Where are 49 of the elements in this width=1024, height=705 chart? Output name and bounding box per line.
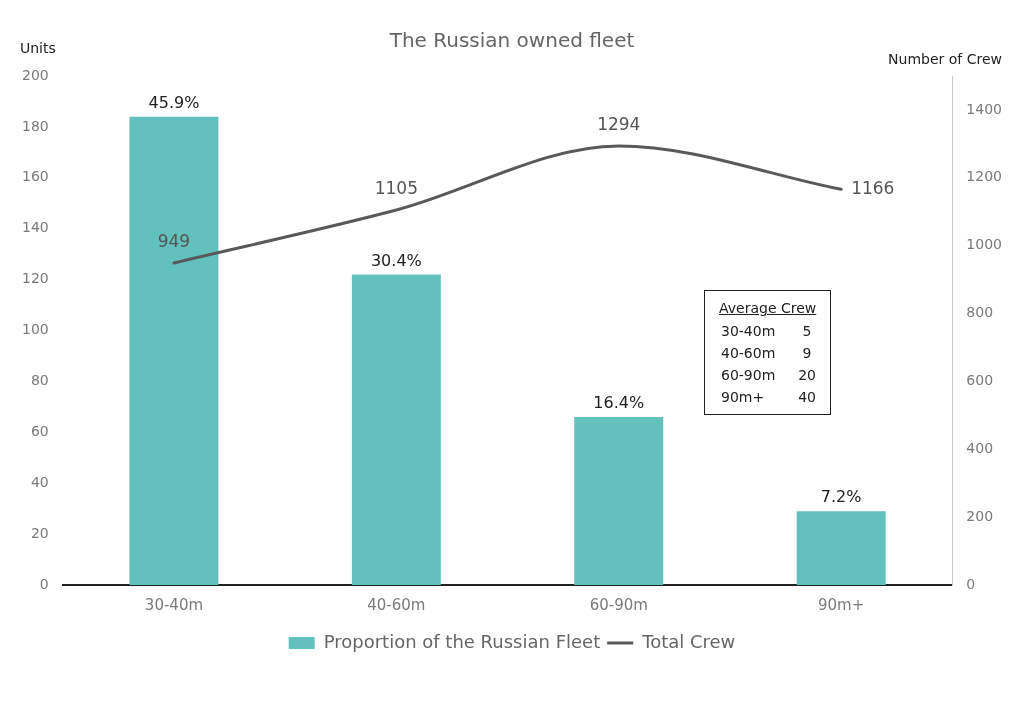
annotation: 9 xyxy=(801,344,813,363)
annotation: 5 xyxy=(801,322,813,341)
annotation: 16.4% xyxy=(593,393,645,413)
annotation: 90m+ xyxy=(720,388,766,407)
bar xyxy=(129,116,219,585)
data-label: 1166 xyxy=(851,177,895,198)
x-tick-label: 60-90m xyxy=(589,595,648,614)
y-tick-label: 80 xyxy=(30,372,49,389)
y-tick-label: 40 xyxy=(30,473,49,490)
y2-tick-label: 1200 xyxy=(966,168,1003,185)
legend-label: Proportion of the Russian Fleet xyxy=(323,630,601,652)
data-label: 1294 xyxy=(597,113,641,134)
x-tick-label: 90m+ xyxy=(818,595,865,614)
annotation: 45.9% xyxy=(148,92,200,112)
y2-tick-label: 1400 xyxy=(966,100,1003,117)
annotation: 30-40m xyxy=(720,322,776,341)
annotation: 60-90m xyxy=(720,366,776,385)
y2-tick-label: 600 xyxy=(966,372,994,389)
chart-title: The Russian owned fleet xyxy=(388,28,635,53)
annotation: 7.2% xyxy=(820,487,862,507)
y-tick-label: 0 xyxy=(39,575,49,592)
y-tick-label: 100 xyxy=(21,321,49,338)
y2-tick-label: 1000 xyxy=(966,236,1003,253)
y-tick-label: 60 xyxy=(30,422,49,439)
data-label: 1105 xyxy=(374,177,418,198)
bar xyxy=(574,417,664,585)
y2-tick-label: 200 xyxy=(966,507,994,524)
y2-axis-title: Number of Crew xyxy=(888,50,1002,67)
y-tick-label: 200 xyxy=(21,66,49,83)
x-tick-label: 30-40m xyxy=(144,595,204,614)
y-tick-label: 20 xyxy=(30,524,49,541)
y-axis-title: Units xyxy=(20,39,56,56)
annotation: 40-60m xyxy=(720,344,776,363)
annotation: Average Crew xyxy=(719,299,817,318)
y2-tick-label: 400 xyxy=(966,439,994,456)
bar xyxy=(796,511,886,585)
y-tick-label: 120 xyxy=(21,270,49,287)
annotation: 40 xyxy=(797,388,817,407)
legend-label: Total Crew xyxy=(641,630,736,652)
annotation: 30.4% xyxy=(370,250,422,270)
y-tick-label: 160 xyxy=(21,168,49,185)
y-tick-label: 180 xyxy=(21,117,49,134)
x-tick-label: 40-60m xyxy=(367,595,426,614)
y2-tick-label: 0 xyxy=(966,575,976,592)
y-tick-label: 140 xyxy=(21,219,49,236)
annotation: 20 xyxy=(797,366,817,385)
y2-tick-label: 800 xyxy=(966,304,994,321)
bar xyxy=(351,274,441,585)
data-label: 949 xyxy=(157,230,191,251)
